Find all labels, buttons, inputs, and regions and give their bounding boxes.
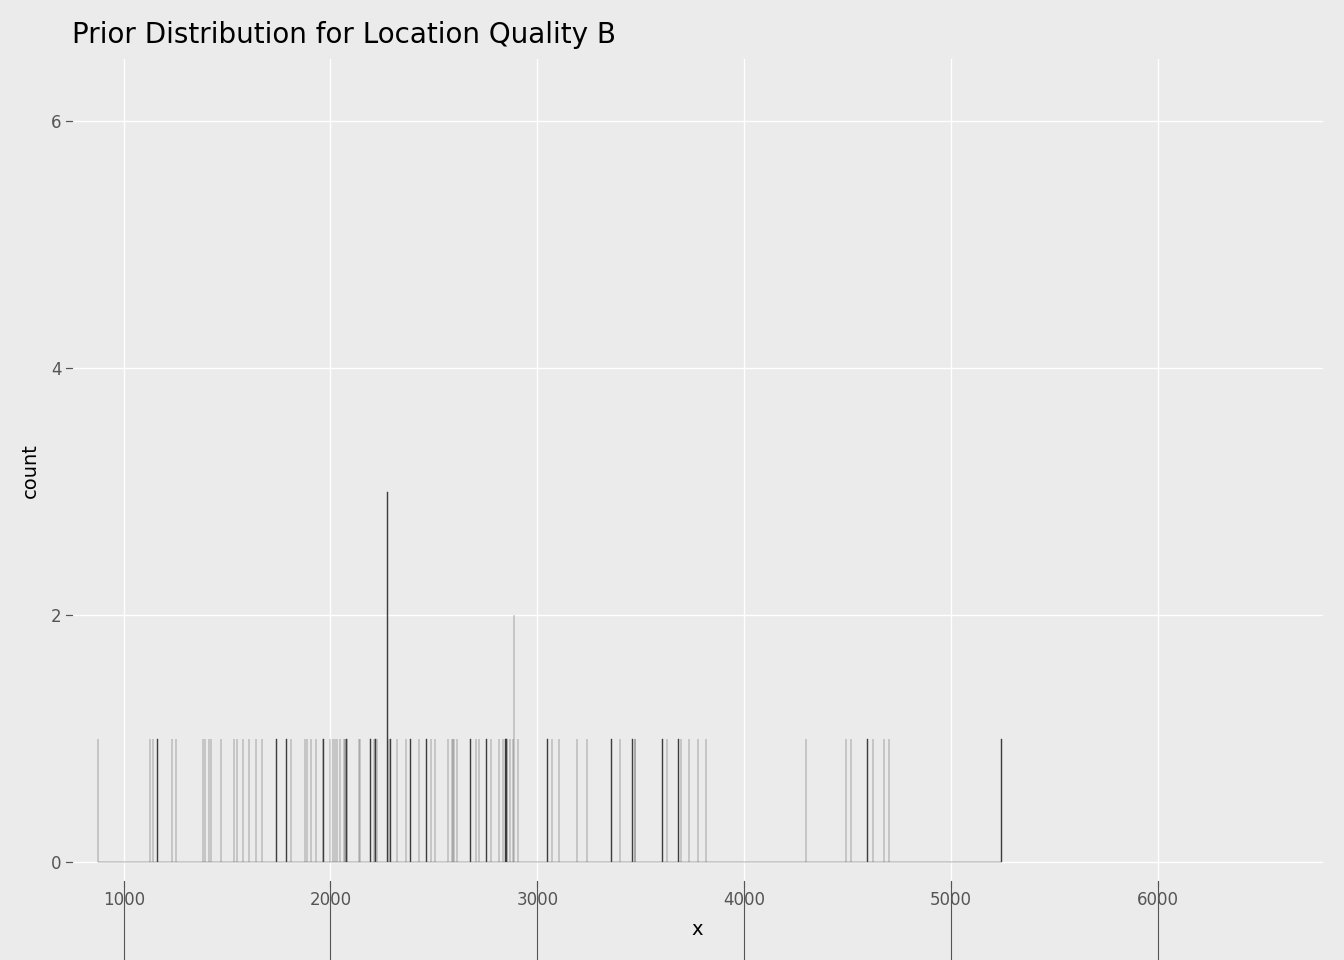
Y-axis label: count: count xyxy=(22,443,40,497)
Text: Prior Distribution for Location Quality B: Prior Distribution for Location Quality … xyxy=(73,21,616,49)
X-axis label: x: x xyxy=(692,921,703,939)
